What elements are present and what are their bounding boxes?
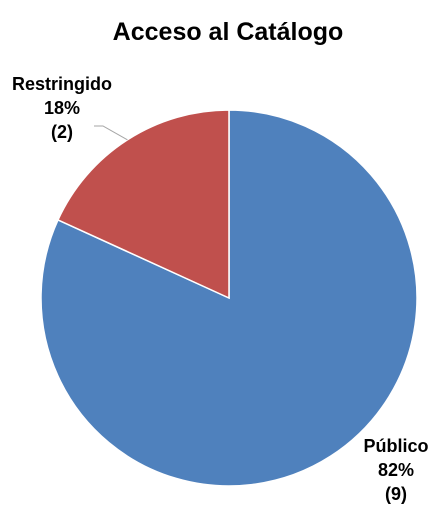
slice-count: (2) [51,122,73,142]
slice-count: (9) [385,484,407,504]
chart-title: Acceso al Catálogo [113,18,344,46]
slice-percent: 82% [378,460,414,480]
slice-label-restringido: Restringido 18% (2) [12,74,112,142]
pie-slice-restringido [56,109,230,300]
slice-name: Público [363,436,428,456]
slice-labels: Público 82% (9) Restringido 18% (2) [12,74,429,504]
slice-name: Restringido [12,74,112,94]
leader-line-restringido [94,125,128,141]
slice-percent: 18% [44,98,80,118]
pie-slices [40,109,418,487]
slice-label-publico: Público 82% (9) [363,436,428,504]
